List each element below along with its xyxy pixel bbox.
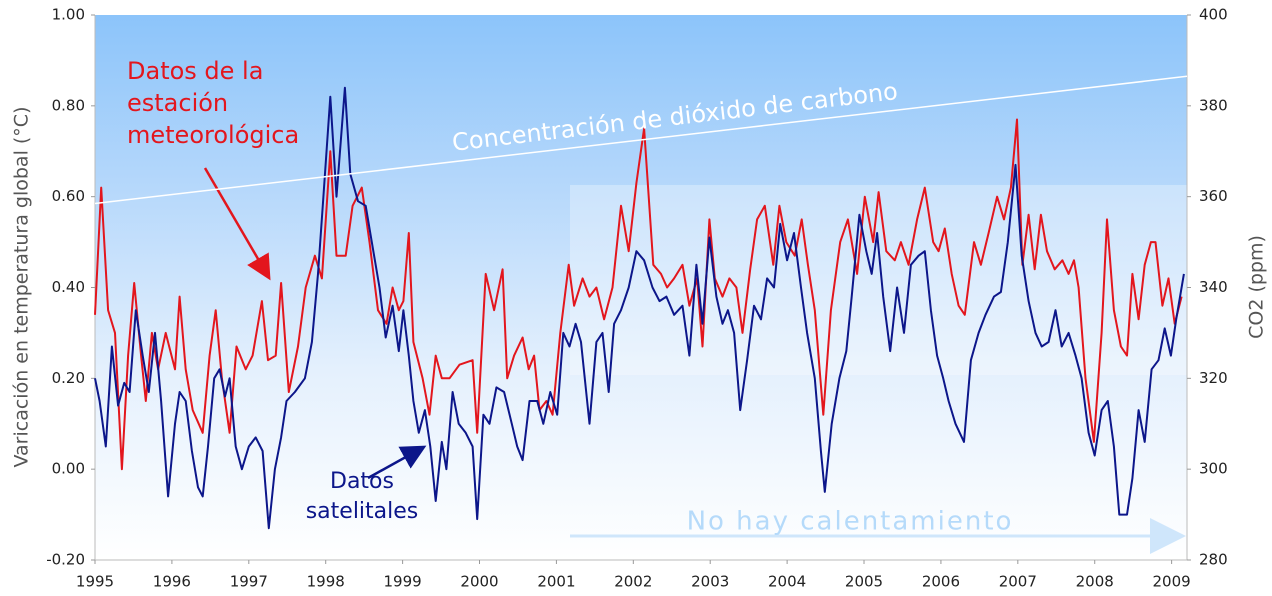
x-tick-label: 2007	[999, 573, 1037, 591]
y-tick-label: 0.60	[52, 187, 85, 205]
plot-background	[95, 15, 1187, 560]
y2-tick-label: 320	[1199, 369, 1228, 387]
y2-tick-label: 340	[1199, 278, 1228, 296]
x-tick-label: 2008	[1076, 573, 1114, 591]
series-label: Datos de la	[127, 57, 263, 85]
x-tick-label: 1999	[384, 573, 422, 591]
annotation: No hay calentamiento	[687, 507, 1014, 537]
x-tick-label: 1998	[307, 573, 345, 591]
series-label: Datos	[330, 469, 394, 494]
x-tick-label: 2001	[537, 573, 575, 591]
highlight-band	[570, 185, 1187, 375]
series-line	[94, 75, 1188, 205]
annotation-arrow	[367, 445, 427, 480]
y-tick-label: -0.20	[46, 551, 85, 569]
y2-axis-title: CO2 (ppm)	[1246, 235, 1268, 339]
series-line	[94, 86, 1185, 530]
x-tick-label: 1997	[230, 573, 268, 591]
y-tick-label: 0.20	[52, 369, 85, 387]
y-tick-label: 0.80	[52, 96, 85, 114]
x-tick-label: 1996	[153, 573, 191, 591]
y2-tick-label: 300	[1199, 460, 1228, 478]
y2-tick-label: 400	[1199, 6, 1228, 24]
x-tick-label: 1995	[76, 573, 114, 591]
y-tick-label: 0.40	[52, 278, 85, 296]
series-label: satelitales	[306, 499, 419, 524]
y-axis-title: Varicación en temperatura global (°C)	[11, 107, 33, 468]
series-line	[94, 118, 1183, 471]
x-tick-label: 2005	[845, 573, 883, 591]
x-tick-label: 2002	[614, 573, 652, 591]
y-tick-label: 1.00	[52, 6, 85, 24]
y2-tick-label: 360	[1199, 187, 1228, 205]
y-tick-label: 0.00	[52, 460, 85, 478]
x-tick-label: 2003	[691, 573, 729, 591]
x-tick-label: 2004	[768, 573, 806, 591]
series-label: estación	[127, 89, 228, 117]
y2-tick-label: 380	[1199, 96, 1228, 114]
annotation-arrow	[203, 167, 271, 281]
series-label: meteorológica	[127, 121, 299, 149]
x-tick-label: 2000	[460, 573, 498, 591]
x-tick-label: 2009	[1153, 573, 1191, 591]
x-tick-label: 2006	[922, 573, 960, 591]
y2-tick-label: 280	[1199, 551, 1228, 569]
